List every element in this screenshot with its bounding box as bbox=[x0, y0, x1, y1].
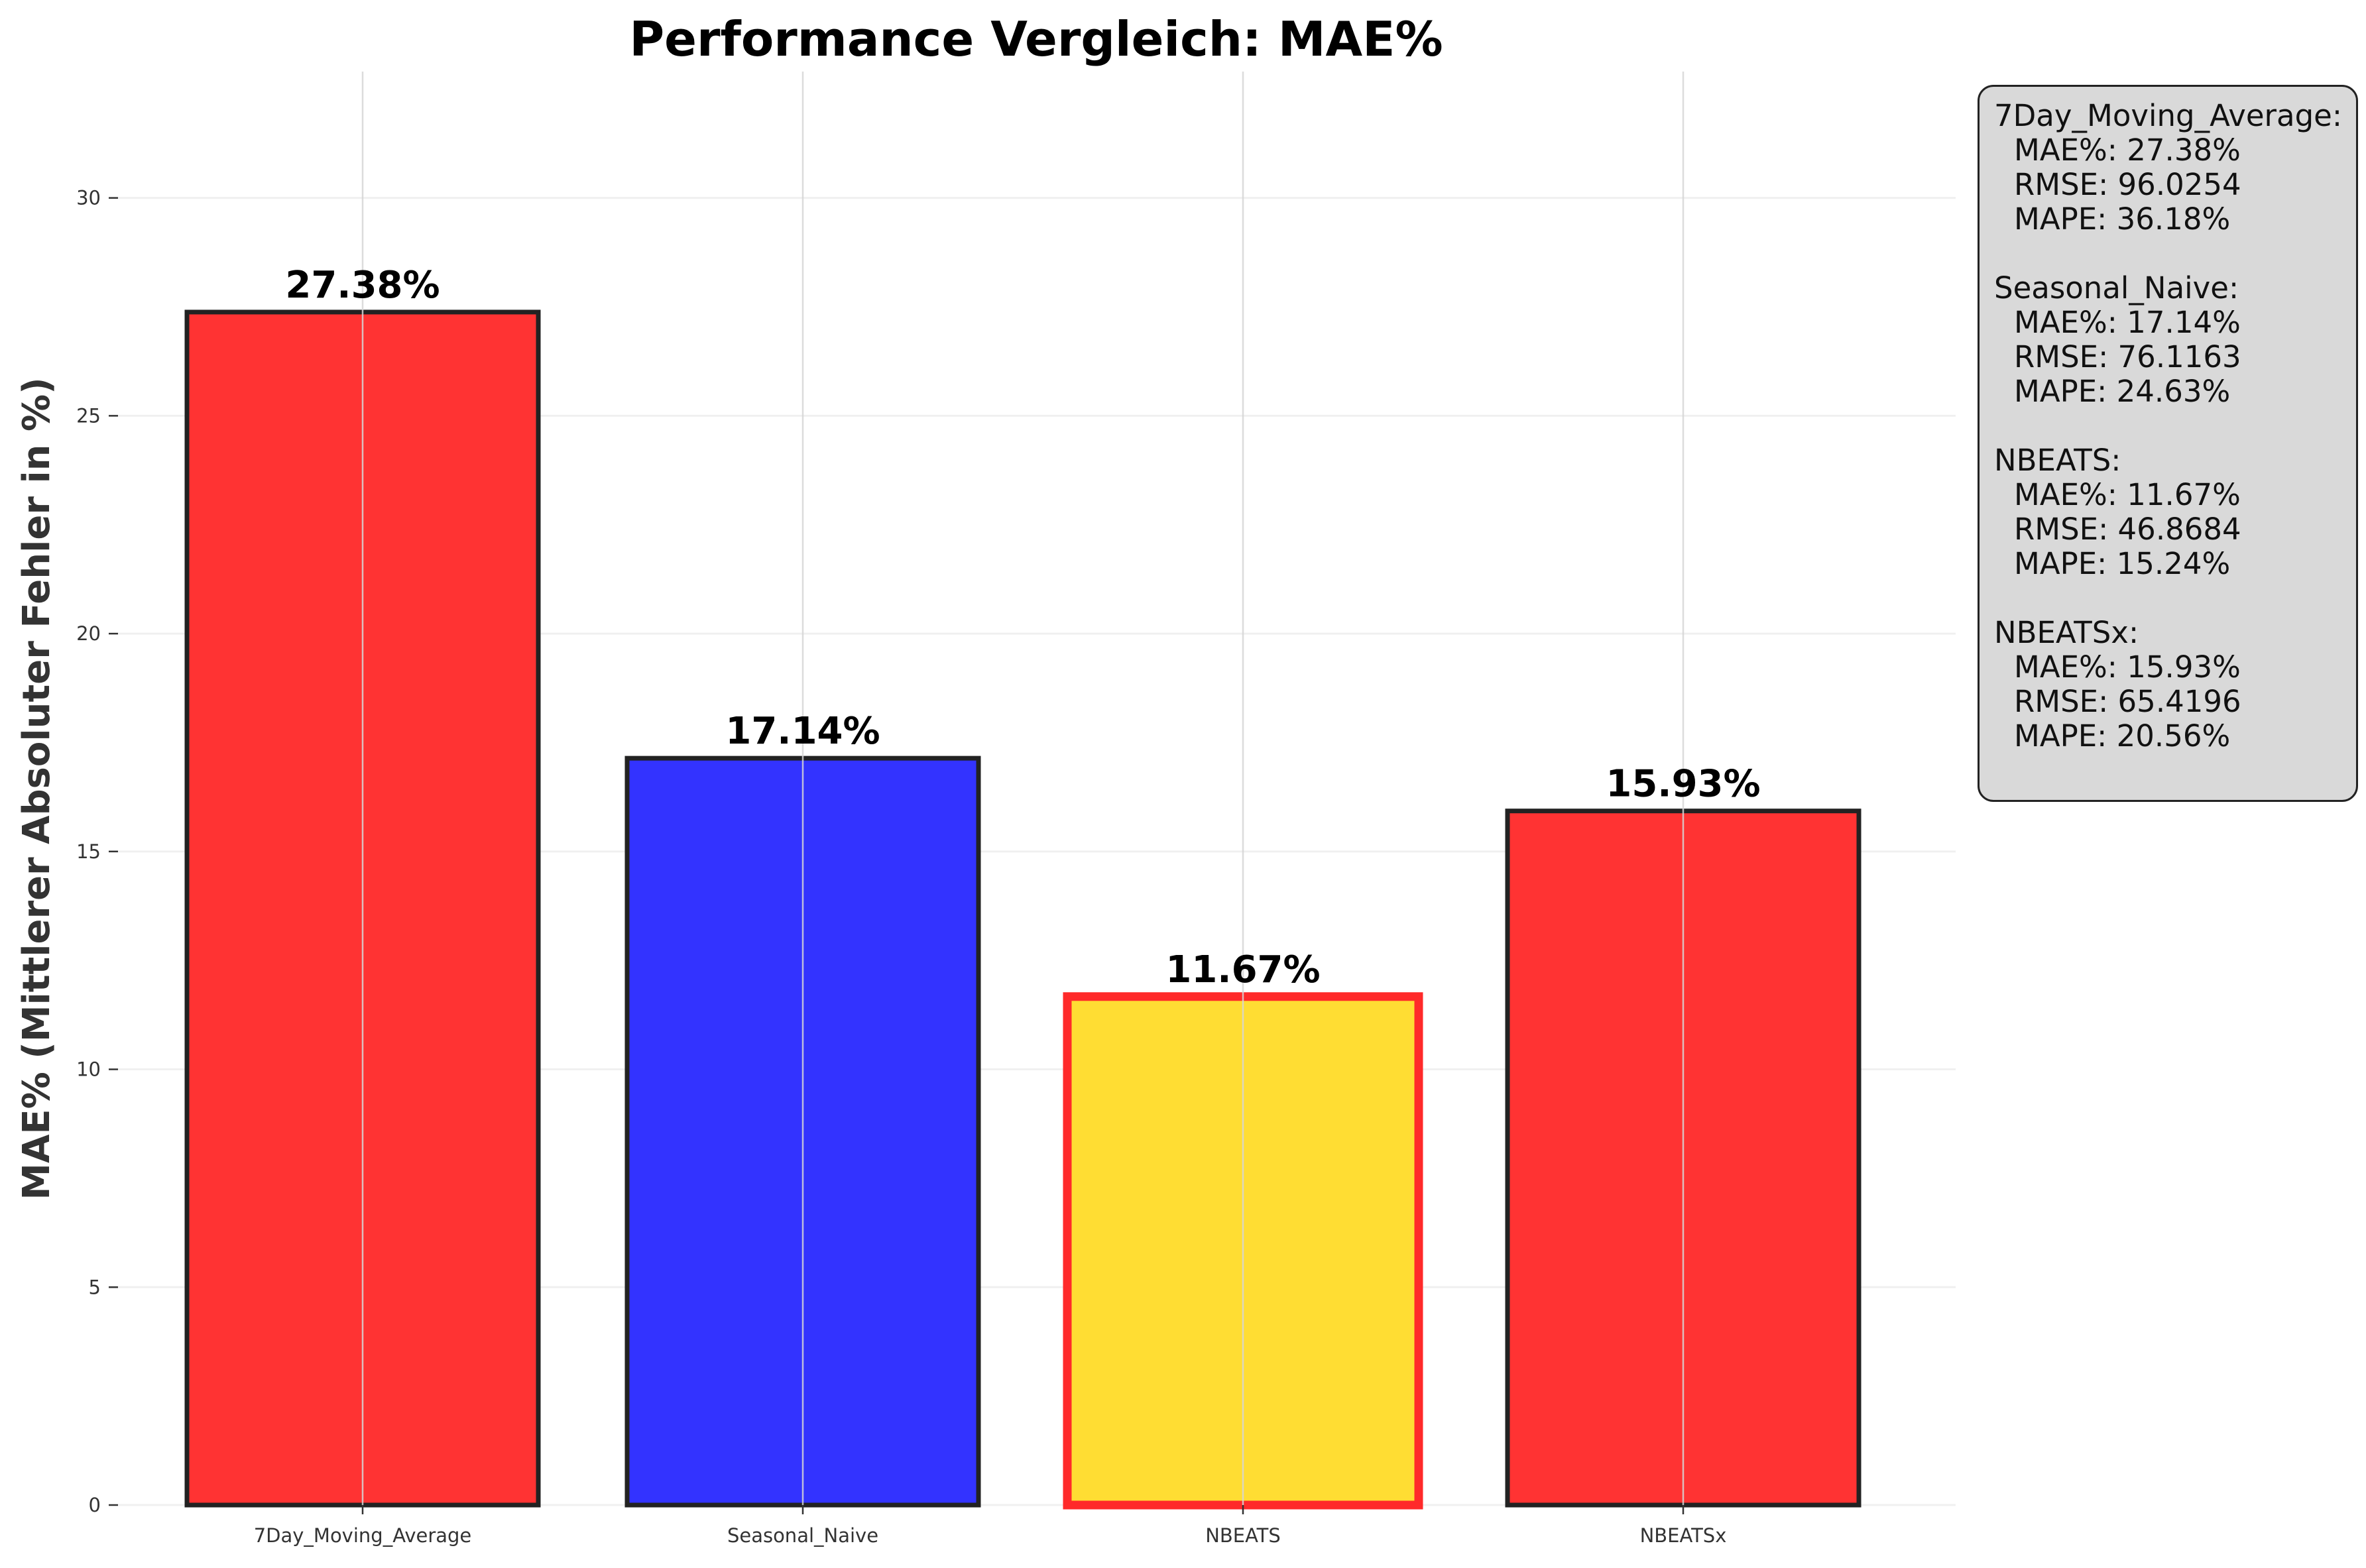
metrics-block-nbeatsx: NBEATSx: MAE%: 15.93% RMSE: 65.4196 MAPE… bbox=[1994, 616, 2356, 754]
metrics-rmse: RMSE: 65.4196 bbox=[2014, 684, 2241, 719]
data-labels: 27.38% 17.14% 11.67% 15.93% bbox=[285, 264, 1760, 991]
x-tick-label: 7Day_Moving_Average bbox=[254, 1524, 472, 1547]
axis-ticks: 0 5 10 15 20 25 30 7Day_Moving_Average Seasonal_… bbox=[76, 187, 1726, 1547]
metrics-model-name: Seasonal_Naive: bbox=[1994, 270, 2239, 306]
metrics-rmse: RMSE: 96.0254 bbox=[2014, 167, 2241, 202]
metrics-mape: MAPE: 24.63% bbox=[2014, 374, 2231, 409]
y-tick-label: 5 bbox=[89, 1276, 101, 1298]
data-label: 27.38% bbox=[285, 264, 440, 307]
metrics-mae: MAE%: 17.14% bbox=[2014, 305, 2241, 340]
metrics-rmse: RMSE: 76.1163 bbox=[2014, 339, 2241, 374]
metrics-mape: MAPE: 36.18% bbox=[2014, 201, 2231, 237]
metrics-mae: MAE%: 15.93% bbox=[2014, 649, 2241, 685]
metrics-block-nbeats: NBEATS: MAE%: 11.67% RMSE: 46.8684 MAPE:… bbox=[1994, 443, 2356, 581]
y-tick-label: 0 bbox=[89, 1494, 101, 1516]
metrics-block-7day-moving-average: 7Day_Moving_Average: MAE%: 27.38% RMSE: … bbox=[1994, 99, 2356, 237]
metrics-block-seasonal-naive: Seasonal_Naive: MAE%: 17.14% RMSE: 76.11… bbox=[1994, 271, 2356, 409]
y-tick-label: 10 bbox=[76, 1058, 101, 1081]
x-tick-label: Seasonal_Naive bbox=[727, 1524, 878, 1547]
metrics-model-name: 7Day_Moving_Average: bbox=[1994, 98, 2343, 133]
data-label: 15.93% bbox=[1606, 763, 1760, 806]
x-tick-label: NBEATS bbox=[1205, 1524, 1281, 1547]
chart-title: Performance Vergleich: MAE% bbox=[629, 11, 1443, 67]
metrics-model-name: NBEATS: bbox=[1994, 443, 2121, 478]
y-tick-label: 20 bbox=[76, 622, 101, 645]
bars bbox=[184, 309, 1862, 1510]
x-tick-label: NBEATSx bbox=[1640, 1524, 1727, 1547]
data-label: 11.67% bbox=[1165, 948, 1320, 991]
metrics-mape: MAPE: 15.24% bbox=[2014, 546, 2231, 581]
y-tick-label: 15 bbox=[76, 840, 101, 863]
y-tick-label: 30 bbox=[76, 187, 101, 209]
y-axis-label: MAE% (Mittlerer Absoluter Fehler in %) bbox=[15, 377, 58, 1200]
metrics-summary-box: 7Day_Moving_Average: MAE%: 27.38% RMSE: … bbox=[1978, 85, 2358, 802]
metrics-mae: MAE%: 11.67% bbox=[2014, 477, 2241, 512]
metrics-rmse: RMSE: 46.8684 bbox=[2014, 512, 2241, 547]
metrics-mape: MAPE: 20.56% bbox=[2014, 718, 2231, 754]
metrics-mae: MAE%: 27.38% bbox=[2014, 133, 2241, 168]
y-tick-label: 25 bbox=[76, 404, 101, 427]
data-label: 17.14% bbox=[725, 710, 880, 753]
metrics-model-name: NBEATSx: bbox=[1994, 615, 2139, 650]
